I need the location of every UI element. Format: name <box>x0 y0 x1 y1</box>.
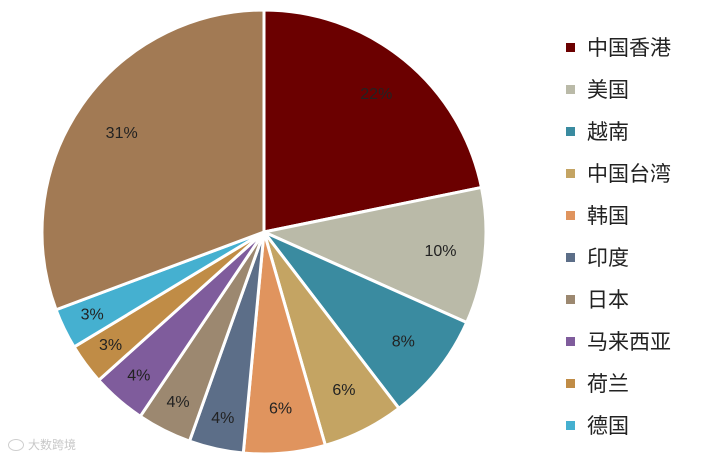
legend-swatch <box>566 42 575 52</box>
legend-swatch <box>566 126 575 136</box>
legend-swatch <box>566 210 575 220</box>
watermark-text: 大数跨境 <box>28 438 77 452</box>
pie-data-label: 6% <box>269 400 292 417</box>
pie-data-label: 31% <box>106 125 138 142</box>
legend-swatch <box>566 294 575 304</box>
legend-label: 马来西亚 <box>587 330 671 354</box>
legend-item: 韩国 <box>566 194 671 236</box>
legend-item: 美国 <box>566 68 671 110</box>
legend-label: 中国香港 <box>587 36 671 60</box>
chart-legend: 中国香港美国越南中国台湾韩国印度日本马来西亚荷兰德国 <box>566 26 671 446</box>
pie-data-label: 10% <box>424 243 456 260</box>
pie-data-label: 3% <box>81 307 104 324</box>
pie-data-label: 22% <box>360 86 392 103</box>
pie-slice <box>40 8 266 312</box>
pie-data-label: 3% <box>99 337 122 354</box>
legend-swatch <box>566 420 575 430</box>
pie-data-label: 6% <box>332 382 355 399</box>
pie-slice <box>262 8 483 234</box>
legend-label: 韩国 <box>587 204 629 228</box>
legend-label: 日本 <box>587 288 629 312</box>
legend-item: 德国 <box>566 404 671 446</box>
legend-item: 马来西亚 <box>566 320 671 362</box>
legend-swatch <box>566 378 575 388</box>
legend-label: 德国 <box>587 414 629 438</box>
legend-swatch <box>566 168 575 178</box>
legend-item: 越南 <box>566 110 671 152</box>
legend-label: 印度 <box>587 246 629 270</box>
watermark: 大数跨境 <box>8 436 76 453</box>
pie-data-label: 4% <box>127 368 150 385</box>
pie-slice <box>262 230 469 410</box>
legend-item: 中国香港 <box>566 26 671 68</box>
legend-label: 荷兰 <box>587 372 629 396</box>
watermark-logo-icon <box>8 438 24 451</box>
legend-item: 荷兰 <box>566 362 671 404</box>
legend-swatch <box>566 252 575 262</box>
pie-data-label: 4% <box>167 394 190 411</box>
legend-label: 越南 <box>587 120 629 144</box>
legend-item: 中国台湾 <box>566 152 671 194</box>
legend-item: 日本 <box>566 278 671 320</box>
legend-label: 美国 <box>587 78 629 102</box>
legend-swatch <box>566 336 575 346</box>
pie-slice <box>262 185 488 325</box>
pie-data-label: 8% <box>392 334 415 351</box>
legend-label: 中国台湾 <box>587 162 671 186</box>
pie-data-label: 4% <box>211 410 234 427</box>
legend-item: 印度 <box>566 236 671 278</box>
legend-swatch <box>566 84 575 94</box>
